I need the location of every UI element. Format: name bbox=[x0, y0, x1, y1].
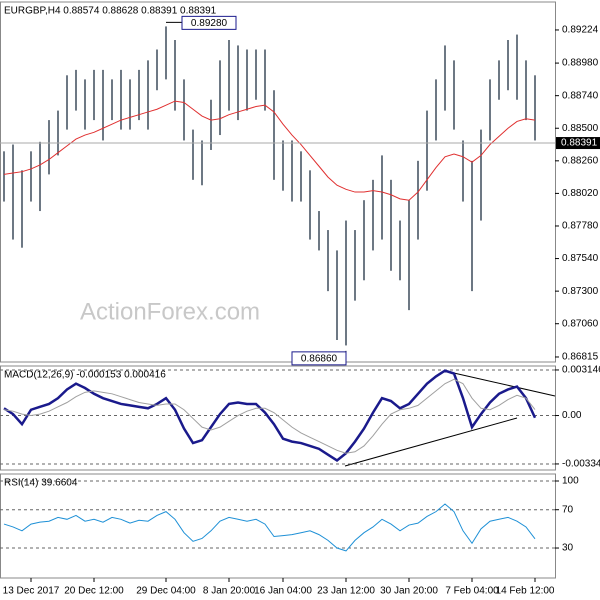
panel-title: EURGBP,H4 0.88574 0.88628 0.88391 0.8839… bbox=[4, 6, 217, 17]
trendline bbox=[444, 370, 556, 397]
x-tick-label: 8 Jan 20:00 bbox=[203, 586, 256, 597]
y-tick-label: 0.87780 bbox=[562, 221, 599, 232]
annotation-box bbox=[291, 351, 347, 366]
annotation-box bbox=[181, 15, 237, 30]
y-tick-label: -0.003342 bbox=[562, 459, 600, 470]
panel-frame bbox=[0, 365, 556, 471]
y-tick-label: 0.86815 bbox=[562, 352, 599, 363]
annotation-label: 0.89280 bbox=[191, 18, 228, 29]
y-tick-label: 0.87060 bbox=[562, 318, 599, 329]
y-tick-label: 0.88260 bbox=[562, 155, 599, 166]
y-tick-label: 0.00 bbox=[562, 410, 582, 421]
annotation-label: 0.86860 bbox=[301, 354, 338, 365]
y-tick-label: 0.003146 bbox=[562, 365, 600, 376]
y-tick-label: 0.87300 bbox=[562, 286, 599, 297]
trendline bbox=[344, 417, 518, 467]
y-tick-label: 0.88980 bbox=[562, 58, 599, 69]
y-tick-label: 70 bbox=[562, 504, 574, 515]
x-tick-label: 23 Jan 12:00 bbox=[317, 586, 375, 597]
y-tick-label: 0.89224 bbox=[562, 25, 599, 36]
panel-title: MACD(12,26,9) -0.000153 0.000416 bbox=[4, 370, 166, 381]
y-tick-label: 0.87540 bbox=[562, 253, 599, 264]
panel-frame bbox=[0, 473, 556, 579]
x-tick-label: 14 Feb 12:00 bbox=[496, 586, 555, 597]
series-line bbox=[3, 100, 536, 201]
y-tick-label: 0.88500 bbox=[562, 123, 599, 134]
x-tick-label: 30 Jan 20:00 bbox=[380, 586, 438, 597]
x-tick-label: 7 Feb 04:00 bbox=[445, 586, 499, 597]
x-tick-label: 16 Jan 04:00 bbox=[254, 586, 312, 597]
series-line bbox=[3, 503, 536, 552]
y-tick-label: 0.88740 bbox=[562, 90, 599, 101]
x-tick-label: 29 Dec 04:00 bbox=[136, 586, 196, 597]
y-tick-label: 100 bbox=[562, 476, 579, 487]
y-tick-label: 0.88020 bbox=[562, 188, 599, 199]
y-tick-label: 30 bbox=[562, 543, 574, 554]
x-tick-label: 13 Dec 2017 bbox=[3, 586, 60, 597]
last-price-label: 0.88391 bbox=[561, 138, 598, 149]
series-line bbox=[3, 369, 537, 462]
watermark: ActionForex.com bbox=[80, 298, 260, 325]
panel-title: RSI(14) 39.6604 bbox=[4, 478, 78, 489]
x-tick-label: 20 Dec 12:00 bbox=[64, 586, 124, 597]
panel-frame bbox=[0, 1, 556, 363]
last-price-tag bbox=[556, 137, 600, 150]
series-line bbox=[3, 378, 536, 454]
